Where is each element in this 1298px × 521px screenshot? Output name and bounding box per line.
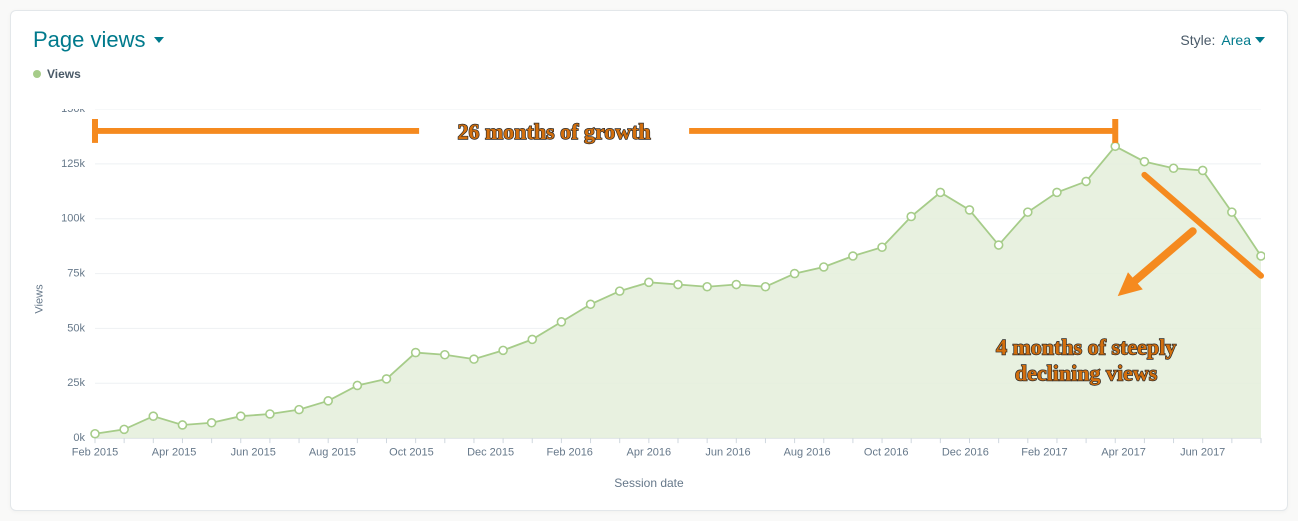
- svg-text:25k: 25k: [67, 377, 85, 389]
- svg-text:Oct 2015: Oct 2015: [389, 446, 434, 458]
- svg-text:Feb 2016: Feb 2016: [547, 446, 593, 458]
- svg-text:Aug 2015: Aug 2015: [309, 446, 356, 458]
- chart-legend: Views: [11, 53, 1287, 81]
- chart-area: Views 0k25k50k75k100k125k150kFeb 2015Apr…: [33, 109, 1265, 488]
- caret-down-icon: [154, 37, 164, 43]
- svg-text:Dec 2016: Dec 2016: [942, 446, 989, 458]
- svg-text:150k: 150k: [61, 109, 85, 115]
- style-selector: Style: Area: [1180, 32, 1265, 48]
- analytics-card: Page views Style: Area Views Views 0k25k…: [10, 10, 1288, 511]
- card-header: Page views Style: Area: [11, 11, 1287, 53]
- caret-down-icon: [1255, 37, 1265, 43]
- svg-text:Aug 2016: Aug 2016: [784, 446, 831, 458]
- svg-text:Jun 2015: Jun 2015: [231, 446, 276, 458]
- svg-text:Apr 2017: Apr 2017: [1101, 446, 1146, 458]
- legend-label: Views: [47, 67, 81, 81]
- svg-text:50k: 50k: [67, 322, 85, 334]
- style-label: Style:: [1180, 32, 1215, 48]
- chart-title-dropdown[interactable]: Page views: [33, 27, 164, 53]
- svg-text:75k: 75k: [67, 267, 85, 279]
- svg-text:Apr 2016: Apr 2016: [627, 446, 672, 458]
- svg-text:Jun 2016: Jun 2016: [705, 446, 750, 458]
- svg-text:0k: 0k: [73, 432, 85, 444]
- svg-text:Dec 2015: Dec 2015: [467, 446, 514, 458]
- svg-text:Oct 2016: Oct 2016: [864, 446, 909, 458]
- svg-text:Jun 2017: Jun 2017: [1180, 446, 1225, 458]
- style-value-text: Area: [1221, 32, 1251, 48]
- svg-text:125k: 125k: [61, 158, 85, 170]
- annotation-decline-label-1: 4 months of steeply: [996, 335, 1176, 360]
- svg-text:Apr 2015: Apr 2015: [152, 446, 197, 458]
- svg-text:100k: 100k: [61, 213, 85, 225]
- area-chart: 0k 25k 50k 75k 100k 125k 150k Feb 2015 Apr 2015 J…: [33, 109, 1265, 488]
- x-axis-title: Session date: [614, 476, 683, 490]
- annotation-growth-label: 26 months of growth: [457, 119, 650, 144]
- chart-title-text: Page views: [33, 27, 146, 53]
- svg-text:Feb 2015: Feb 2015: [72, 446, 118, 458]
- annotation-decline-label-2: declining views: [1015, 361, 1158, 386]
- style-dropdown[interactable]: Area: [1221, 32, 1265, 48]
- svg-text:Feb 2017: Feb 2017: [1021, 446, 1067, 458]
- legend-marker-icon: [33, 70, 41, 78]
